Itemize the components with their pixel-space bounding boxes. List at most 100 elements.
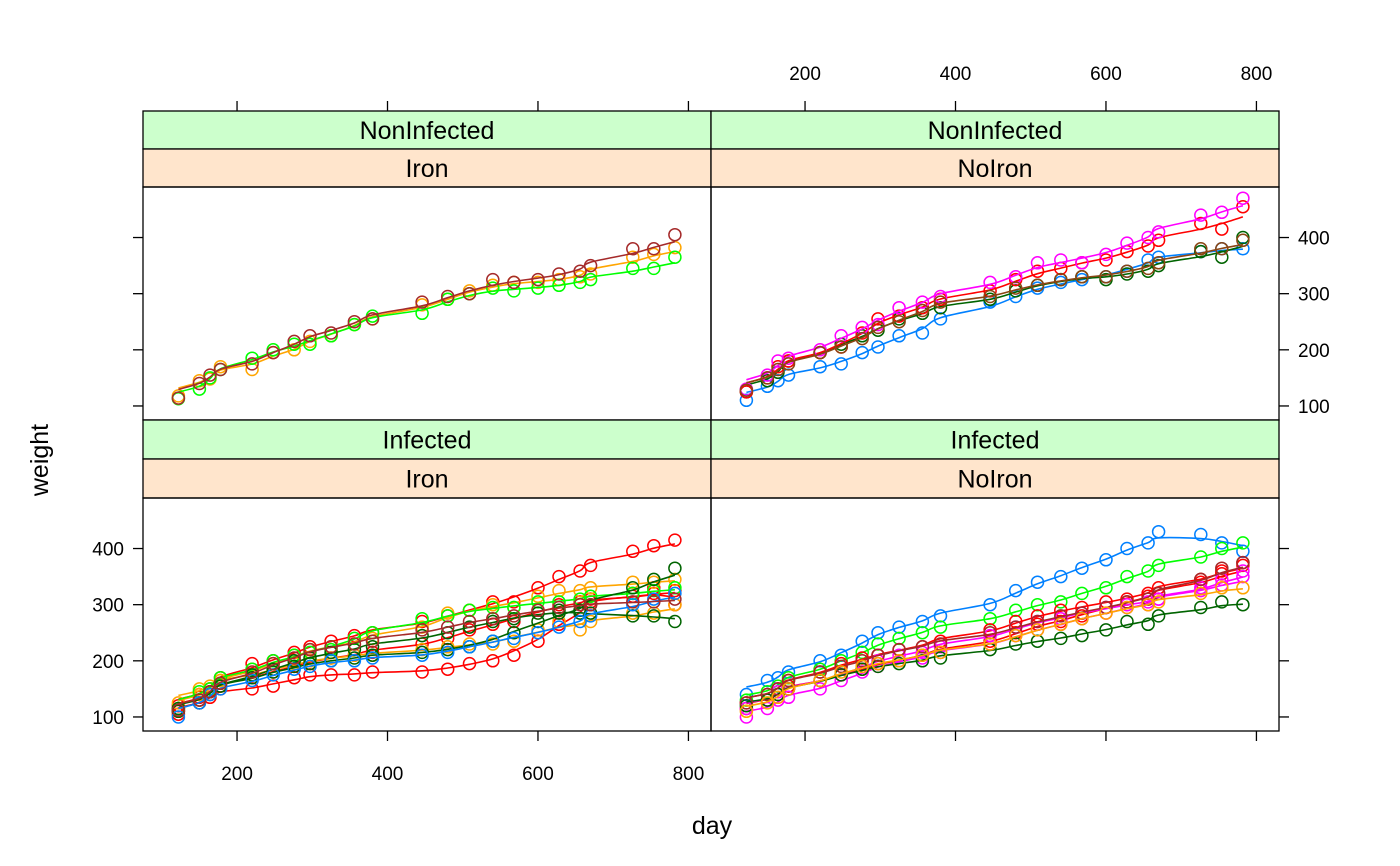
data-point <box>1194 600 1208 615</box>
data-point <box>583 258 598 273</box>
data-point <box>303 337 317 351</box>
data-point <box>203 684 217 699</box>
data-point <box>440 289 455 304</box>
data-point <box>531 589 545 604</box>
data-point <box>1030 256 1045 270</box>
data-point <box>347 637 362 651</box>
series-line <box>178 588 675 701</box>
data-point <box>415 623 429 637</box>
data-point <box>760 379 775 394</box>
data-point <box>245 665 259 679</box>
series-line <box>178 593 675 709</box>
strip-top-label: Infected <box>383 427 472 455</box>
series-line <box>178 580 675 702</box>
data-point <box>1075 611 1089 626</box>
y-tick-label: 200 <box>1298 341 1330 362</box>
panel-frame <box>142 186 712 421</box>
data-point <box>1075 586 1089 601</box>
series-line <box>746 588 1243 707</box>
data-point <box>834 357 848 371</box>
data-point <box>1054 253 1068 267</box>
data-point <box>781 351 796 365</box>
data-point <box>573 564 587 578</box>
data-point <box>1008 281 1023 295</box>
data-point <box>1194 550 1208 564</box>
data-point <box>647 609 661 623</box>
data-point <box>552 569 566 584</box>
data-point <box>813 359 827 374</box>
data-point <box>933 295 948 309</box>
data-point <box>1030 278 1045 293</box>
data-point <box>834 659 848 674</box>
data-point <box>365 640 380 654</box>
panel-data <box>171 533 682 724</box>
y-tick-label: 100 <box>1298 397 1330 418</box>
data-point <box>834 665 848 679</box>
strip-bottom-label: Iron <box>405 466 448 494</box>
data-point <box>915 326 930 340</box>
data-point <box>1236 536 1250 550</box>
data-point <box>1141 536 1155 550</box>
data-point <box>1151 595 1166 609</box>
data-point <box>1194 208 1208 222</box>
data-point <box>1099 247 1113 262</box>
data-point <box>365 312 380 326</box>
data-point <box>462 640 477 654</box>
data-point <box>1194 572 1208 587</box>
data-point <box>1030 597 1045 612</box>
data-point <box>1099 253 1113 267</box>
panel-layer: NonInfectedIronNonInfectedNoIronInfected… <box>142 110 1280 732</box>
data-point <box>203 368 217 382</box>
panel-noninfected-noiron: NonInfected NoIron <box>710 110 1280 421</box>
data-point <box>303 642 317 657</box>
data-point <box>1030 575 1045 589</box>
data-point <box>573 614 587 629</box>
data-point <box>245 357 259 371</box>
series-line <box>746 546 1244 696</box>
data-point <box>507 625 521 640</box>
data-point <box>1054 631 1068 646</box>
series-line <box>178 250 676 389</box>
data-point <box>287 651 301 665</box>
data-point <box>771 682 785 696</box>
data-point <box>834 329 848 343</box>
data-point <box>583 614 598 629</box>
data-point <box>1194 527 1208 542</box>
data-point <box>915 648 930 662</box>
data-point <box>1054 569 1068 584</box>
data-point <box>583 597 598 612</box>
series-line <box>746 536 1244 688</box>
data-point <box>892 642 906 657</box>
x-tick-label: 800 <box>673 764 705 785</box>
data-point <box>440 662 455 676</box>
x-tick-label: 600 <box>522 764 554 785</box>
data-point <box>1151 256 1166 270</box>
data-point <box>1030 264 1045 278</box>
data-point <box>915 295 930 309</box>
data-point <box>1215 567 1229 581</box>
data-point <box>892 329 906 343</box>
data-point <box>245 673 259 688</box>
data-point <box>1215 595 1229 609</box>
data-point <box>892 648 906 662</box>
data-point <box>813 665 827 679</box>
data-point <box>192 376 207 391</box>
data-point <box>1120 600 1134 615</box>
data-point <box>583 272 598 287</box>
data-point <box>347 668 362 682</box>
y-axis-title: weight <box>26 424 54 497</box>
strip-top <box>710 110 1280 150</box>
panel-data <box>739 191 1250 408</box>
data-point <box>647 261 661 276</box>
data-point <box>1215 561 1229 575</box>
strip-top-label: Infected <box>951 427 1040 455</box>
data-point <box>415 295 429 309</box>
series-line <box>178 611 675 705</box>
data-point <box>1141 261 1155 276</box>
axes-layer: 200 400 600 800 200 400 600 800 100 200 300 400 100 2… <box>92 64 1329 785</box>
series-line <box>746 245 1244 386</box>
data-point <box>486 611 500 626</box>
y-tick-label: 200 <box>92 652 124 673</box>
data-point <box>462 286 477 301</box>
data-point <box>781 357 796 371</box>
